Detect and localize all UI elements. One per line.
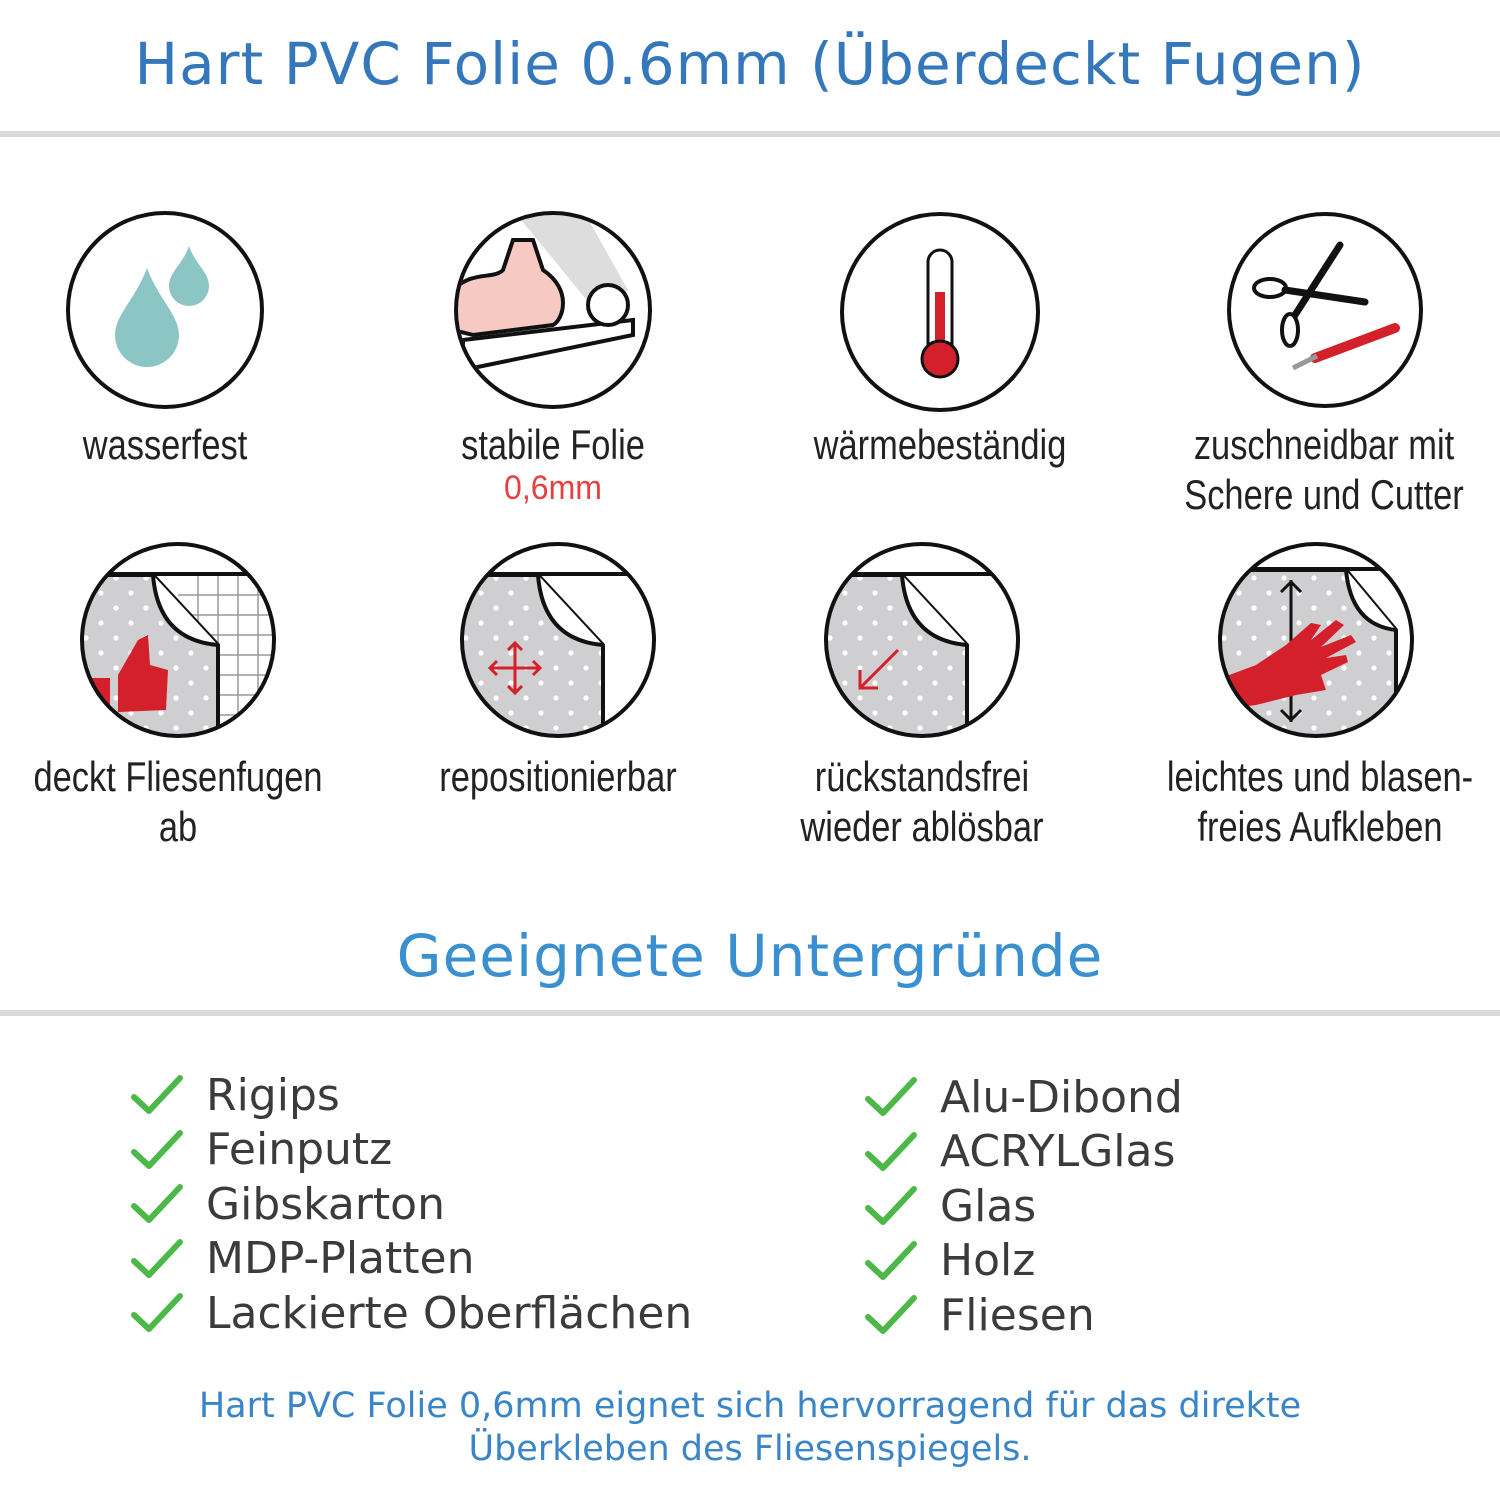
- list-item: Alu-Dibond: [864, 1070, 1183, 1125]
- item-text: Alu-Dibond: [940, 1071, 1183, 1123]
- feature-label-waermebestaendig: wärmebeständig: [813, 421, 1067, 468]
- check-icon: [130, 1291, 184, 1335]
- item-text: Fliesen: [940, 1289, 1095, 1341]
- feature-text: stabile Folie: [461, 421, 645, 468]
- footer-line: Überkleben des Fliesenspiegels.: [468, 1429, 1032, 1469]
- footer-line: Hart PVC Folie 0,6mm eignet sich hervorr…: [198, 1386, 1302, 1426]
- list-item: Fliesen: [864, 1288, 1183, 1343]
- check-icon: [864, 1293, 918, 1337]
- scissors-cutter-icon: [1227, 212, 1423, 408]
- check-icon: [130, 1073, 184, 1117]
- thickness-note: 0,6mm: [503, 469, 602, 507]
- divider: [0, 1010, 1500, 1016]
- feature-label-stabile-folie: stabile Folie 0,6mm: [389, 420, 717, 506]
- water-drops-icon: [66, 211, 264, 409]
- feature-label-repositionierbar: repositionierbar: [439, 753, 677, 800]
- hand-smooth-icon: [1218, 542, 1414, 738]
- list-item: Holz: [864, 1234, 1183, 1289]
- item-text: Glas: [940, 1180, 1037, 1232]
- peel-arrow-icon: [824, 542, 1020, 738]
- feature-label-rueckstandsfrei: rückstandsfrei wieder ablösbar: [758, 752, 1086, 852]
- feature-label-zuschneidbar: zuschneidbar mit Schere und Cutter: [1160, 420, 1488, 520]
- divider: [0, 131, 1500, 137]
- strong-arm-film-icon: [454, 211, 652, 409]
- feature-line: zuschneidbar mit: [1193, 421, 1455, 468]
- item-text: Feinputz: [206, 1124, 393, 1176]
- list-item: ACRYLGlas: [864, 1125, 1183, 1180]
- list-item: Glas: [864, 1179, 1183, 1234]
- feature-line: freies Aufkleben: [1197, 803, 1443, 850]
- feature-label-wasserfest: wasserfest: [82, 421, 248, 468]
- list-item: Gibskarton: [130, 1177, 692, 1232]
- feature-line: wieder ablösbar: [800, 803, 1044, 850]
- check-icon: [130, 1182, 184, 1226]
- item-text: Rigips: [206, 1069, 340, 1121]
- list-item: Rigips: [130, 1068, 692, 1123]
- list-item: Lackierte Oberflächen: [130, 1286, 692, 1341]
- feature-label-fliesenfugen: deckt Fliesenfugen ab: [33, 753, 323, 850]
- check-icon: [864, 1130, 918, 1174]
- check-icon: [864, 1075, 918, 1119]
- thumbs-up-tiles-icon: [80, 542, 276, 738]
- surfaces-list-left: Rigips Feinputz Gibskarton MDP-Platten L…: [130, 1068, 692, 1341]
- move-arrows-icon: [460, 542, 656, 738]
- item-text: Holz: [940, 1235, 1036, 1287]
- item-text: Lackierte Oberflächen: [206, 1287, 693, 1339]
- item-text: Gibskarton: [206, 1178, 445, 1230]
- list-item: MDP-Platten: [130, 1232, 692, 1287]
- surfaces-list-right: Alu-Dibond ACRYLGlas Glas Holz Fliesen: [864, 1070, 1183, 1343]
- check-icon: [864, 1239, 918, 1283]
- list-item: Feinputz: [130, 1123, 692, 1178]
- check-icon: [864, 1184, 918, 1228]
- section-title: Geeignete Untergründe: [396, 922, 1104, 990]
- thermometer-icon: [840, 212, 1040, 412]
- page-title: Hart PVC Folie 0.6mm (Überdeckt Fugen): [134, 30, 1366, 98]
- feature-label-aufkleben: leichtes und blasen-freies Aufkleben: [1156, 752, 1484, 852]
- feature-line: Schere und Cutter: [1184, 471, 1464, 518]
- item-text: MDP-Platten: [206, 1233, 475, 1285]
- feature-line: leichtes und blasen-: [1166, 753, 1474, 800]
- feature-line: rückstandsfrei: [814, 753, 1030, 800]
- item-text: ACRYLGlas: [940, 1126, 1176, 1178]
- check-icon: [130, 1128, 184, 1172]
- check-icon: [130, 1237, 184, 1281]
- footer-note: Hart PVC Folie 0,6mm eignet sich hervorr…: [0, 1385, 1500, 1471]
